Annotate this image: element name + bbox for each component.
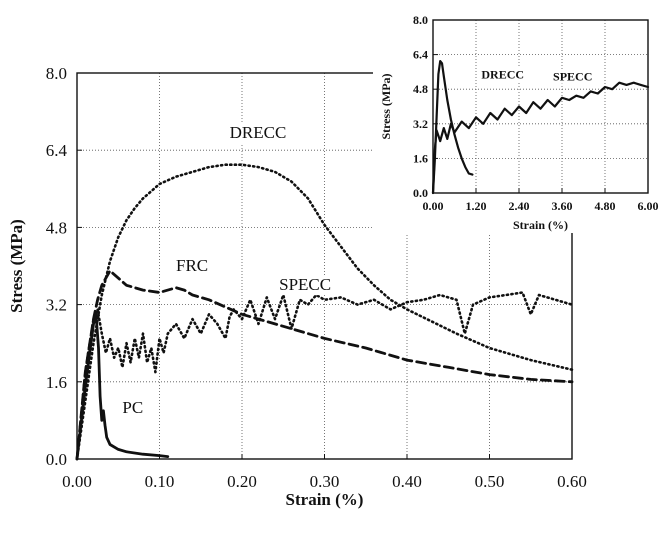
inset-series-label-specc: SPECC (553, 70, 592, 84)
main-y-tick-label: 1.6 (46, 373, 67, 392)
main-series-line-specc (75, 291, 574, 461)
inset-x-tick-labels: 0.00 1.20 2.40 3.60 4.80 6.00 (423, 188, 659, 213)
main-series-line-drecc (75, 163, 574, 461)
inset-background (373, 8, 658, 233)
inset-x-tick-label: 1.20 (466, 199, 487, 213)
main-x-tick-label: 0.30 (310, 472, 340, 491)
main-y-axis-title: Stress (MPa) (7, 219, 26, 313)
inset-plot: 0.00 1.20 2.40 3.60 4.80 6.00 0.0 1.6 3.2 4.8 6.4… (373, 8, 659, 233)
main-series-label-specc: SPECC (279, 275, 331, 294)
inset-y-tick-label: 8.0 (413, 13, 428, 27)
inset-y-tick-labels: 0.0 1.6 3.2 4.8 6.4 8.0 (413, 13, 438, 200)
main-y-tick-label: 0.0 (46, 450, 67, 469)
main-x-tick-label: 0.60 (557, 472, 587, 491)
inset-series-line-specc (431, 81, 650, 195)
inset-y-tick-label: 0.0 (413, 186, 428, 200)
main-series-line-frc (75, 269, 574, 461)
main-series-label-bg (173, 255, 214, 276)
inset-series-label-drecc: DRECC (481, 67, 524, 81)
main-series-label-bg (276, 275, 340, 296)
main-x-tick-label: 0.40 (392, 472, 422, 491)
inset-x-tick-label: 3.60 (552, 199, 573, 213)
main-series-label-drecc: DRECC (230, 123, 287, 142)
main-x-tick-label: 0.10 (145, 472, 175, 491)
inset-series-label-bg (550, 69, 597, 84)
main-series-labels: DRECC FRC SPECC PC (119, 123, 340, 419)
main-grid (77, 73, 572, 459)
main-x-tick-label: 0.00 (62, 472, 92, 491)
inset-x-axis-title: Strain (%) (513, 218, 568, 232)
main-series-label-pc: PC (122, 398, 143, 417)
inset-plot-frame (432, 19, 649, 194)
inset-x-tick-label: 2.40 (509, 199, 530, 213)
main-x-tick-label: 0.20 (227, 472, 257, 491)
inset-y-tick-label: 4.8 (413, 82, 428, 96)
main-series-line-pc (75, 312, 170, 461)
main-x-tick-label: 0.50 (475, 472, 505, 491)
inset-x-tick-label: 6.00 (638, 199, 659, 213)
inset-x-tick-label: 0.00 (423, 199, 444, 213)
main-y-tick-label: 8.0 (46, 64, 67, 83)
inset-y-tick-label: 1.6 (413, 151, 428, 165)
inset-x-tick-label: 4.80 (595, 199, 616, 213)
inset-y-axis-title: Stress (MPa) (379, 73, 393, 139)
inset-series-label-bg (478, 67, 525, 82)
main-series-label-bg (119, 398, 149, 419)
main-y-tick-label: 4.8 (46, 218, 67, 237)
main-series-group (75, 163, 574, 461)
main-series-label-bg (226, 123, 291, 144)
main-y-tick-label: 6.4 (46, 141, 68, 160)
inset-y-tick-label: 6.4 (413, 48, 428, 62)
main-plot: 0.00 0.10 0.20 0.30 0.40 0.50 0.60 0.0 1.6 3.2 4.… (7, 64, 587, 509)
inset-grid (433, 20, 648, 193)
inset-y-tick-label: 3.2 (413, 117, 428, 131)
main-y-tick-label: 3.2 (46, 296, 67, 315)
main-series-label-frc: FRC (176, 256, 208, 275)
main-x-tick-labels: 0.00 0.10 0.20 0.30 0.40 0.50 0.60 (62, 454, 587, 491)
inset-series-line-drecc (431, 60, 474, 195)
main-x-axis-title: Strain (%) (286, 490, 364, 509)
inset-series-labels: DRECC SPECC (478, 67, 597, 84)
main-y-tick-labels: 0.0 1.6 3.2 4.8 6.4 8.0 (46, 64, 82, 469)
inset-series-group (431, 60, 650, 195)
